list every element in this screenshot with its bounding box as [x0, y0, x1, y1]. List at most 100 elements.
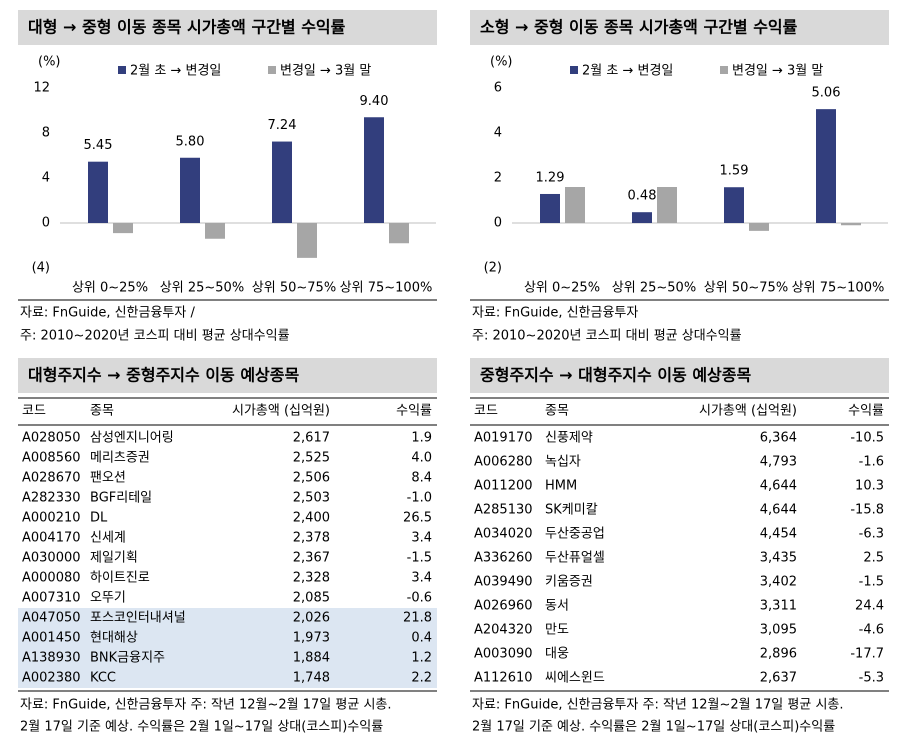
cell: 3,095 — [760, 623, 797, 638]
cell: 삼성엔지니어링 — [90, 431, 174, 446]
cell: 2,617 — [293, 431, 330, 446]
cell: 1,973 — [293, 631, 330, 646]
cell: A000080 — [22, 571, 81, 586]
cell: 3,402 — [760, 575, 797, 590]
cell: 1.2 — [411, 651, 432, 666]
column-header: 수익률 — [848, 404, 884, 419]
x-tick-label: 상위 0~25% — [524, 281, 600, 296]
cell: 오뚜기 — [90, 591, 126, 606]
cell: A282330 — [22, 491, 81, 506]
bar — [297, 223, 317, 258]
cell: 3.4 — [411, 531, 432, 546]
y-unit: (%) — [38, 55, 61, 70]
cell: 녹십자 — [545, 455, 581, 470]
cell: 2,400 — [293, 511, 330, 526]
cell: 포스코인터내셔널 — [90, 611, 186, 626]
cell: 대웅 — [545, 647, 569, 662]
cell: A019170 — [474, 431, 533, 446]
cell: 4.0 — [411, 451, 432, 466]
y-tick-label: 8 — [42, 126, 50, 141]
cell: 26.5 — [403, 511, 432, 526]
cell: 3,311 — [760, 599, 797, 614]
note: 주: 2010~2020년 코스피 대비 평균 상대수익률 — [20, 329, 290, 344]
cell: BNK금융지주 — [90, 651, 165, 666]
footnote: 자료: FnGuide, 신한금융투자 주: 작년 12월~2월 17일 평균 … — [472, 698, 844, 713]
cell: 팬오션 — [90, 471, 126, 486]
value-label: 1.59 — [720, 164, 749, 179]
y-tick-label: 4 — [42, 171, 50, 186]
cell: 현대해상 — [90, 631, 138, 646]
source: 자료: FnGuide, 신한금융투자 / — [20, 306, 195, 321]
cell: A028670 — [22, 471, 81, 486]
row-highlight — [18, 628, 437, 648]
title-bar — [470, 10, 889, 45]
cell: -15.8 — [850, 503, 884, 518]
cell: -1.5 — [859, 575, 884, 590]
cell: A028050 — [22, 431, 81, 446]
cell: A039490 — [474, 575, 533, 590]
cell: -17.7 — [850, 647, 884, 662]
bar — [364, 117, 384, 223]
x-tick-label: 상위 50~75% — [252, 281, 336, 296]
cell: -0.6 — [407, 591, 432, 606]
title-bar — [18, 358, 437, 393]
cell: A003090 — [474, 647, 533, 662]
row-highlight — [18, 668, 437, 688]
bar — [205, 223, 225, 239]
legend-label: 2월 초 → 변경일 — [130, 64, 221, 79]
cell: 하이트진로 — [90, 571, 150, 586]
chart-title: 소형 → 중형 이동 종목 시가총액 구간별 수익률 — [480, 18, 798, 37]
column-header: 종목 — [545, 404, 569, 419]
legend-swatch — [118, 66, 126, 74]
cell: -6.3 — [859, 527, 884, 542]
cell: SK케미칼 — [545, 503, 598, 518]
x-tick-label: 상위 75~100% — [792, 281, 885, 296]
bar — [88, 161, 108, 223]
x-tick-label: 상위 25~50% — [612, 281, 696, 296]
cell: A026960 — [474, 599, 533, 614]
cell: 3.4 — [411, 571, 432, 586]
cell: A336260 — [474, 551, 533, 566]
legend-label: 2월 초 → 변경일 — [582, 64, 673, 79]
column-header: 시가총액 (십억원) — [699, 404, 797, 419]
cell: 2.2 — [411, 671, 432, 686]
cell: 1,748 — [293, 671, 330, 686]
cell: A204320 — [474, 623, 533, 638]
legend-swatch — [268, 66, 276, 74]
bar — [540, 193, 560, 223]
cell: -4.6 — [859, 623, 884, 638]
legend-label: 변경일 → 3월 말 — [732, 64, 823, 79]
cell: 4,644 — [760, 479, 797, 494]
footnote: 2월 17일 기준 예상. 수익률은 2월 1일~17일 상대(코스피)수익률 — [472, 720, 835, 735]
cell: A001450 — [22, 631, 81, 646]
cell: 2,367 — [293, 551, 330, 566]
cell: 4,793 — [760, 455, 797, 470]
bar — [180, 157, 200, 223]
cell: A285130 — [474, 503, 533, 518]
bar — [389, 223, 409, 244]
cell: A011200 — [474, 479, 533, 494]
cell: A004170 — [22, 531, 81, 546]
cell: -1.6 — [859, 455, 884, 470]
bar — [272, 141, 292, 223]
cell: 만도 — [545, 623, 569, 638]
cell: 2.5 — [863, 551, 884, 566]
cell: 4,454 — [760, 527, 797, 542]
cell: A007310 — [22, 591, 81, 606]
cell: 3,435 — [760, 551, 797, 566]
value-label: 0.48 — [628, 189, 657, 204]
y-unit: (%) — [490, 55, 513, 70]
bar — [816, 109, 836, 223]
cell: 씨에스윈드 — [545, 671, 605, 686]
cell: 신풍제약 — [545, 431, 593, 446]
x-tick-label: 상위 25~50% — [160, 281, 244, 296]
cell: HMM — [545, 479, 577, 494]
cell: A138930 — [22, 651, 81, 666]
cell: 0.4 — [411, 631, 432, 646]
cell: 제일기획 — [90, 551, 138, 566]
value-label: 5.06 — [812, 86, 841, 101]
x-tick-label: 상위 50~75% — [704, 281, 788, 296]
bar — [841, 223, 861, 226]
bar — [724, 187, 744, 223]
value-label: 9.40 — [360, 94, 389, 109]
